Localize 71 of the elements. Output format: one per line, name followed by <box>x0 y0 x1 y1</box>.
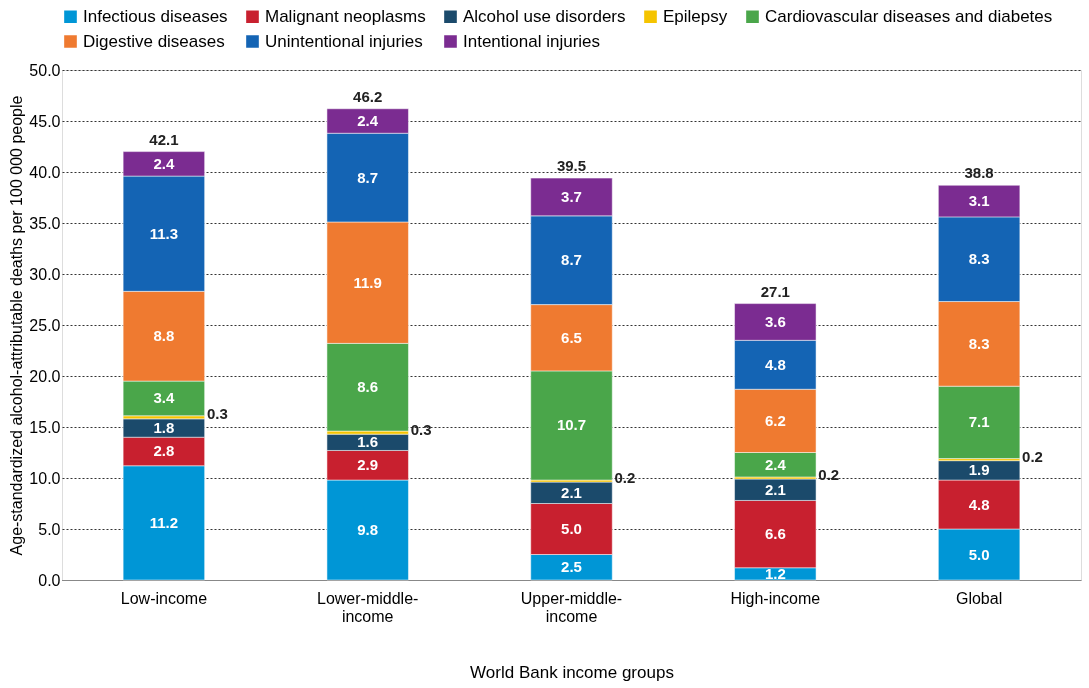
data-label: 2.8 <box>153 442 175 460</box>
data-label: 11.2 <box>149 513 179 531</box>
y-tick-label: 0.0 <box>38 571 61 589</box>
data-label: 6.6 <box>764 525 786 543</box>
data-label: 8.6 <box>357 378 379 396</box>
y-tick-label: 25.0 <box>29 316 61 334</box>
x-tick-label: High-income <box>730 589 821 607</box>
legend-label: Alcohol use disorders <box>463 6 626 26</box>
data-label: 1.9 <box>968 461 990 479</box>
total-label: 38.8 <box>964 164 994 182</box>
x-tick-label: Low-income <box>120 589 208 607</box>
total-label: 27.1 <box>760 282 790 300</box>
total-label: 39.5 <box>556 157 587 175</box>
data-label: 11.3 <box>149 224 179 242</box>
legend-label: Digestive diseases <box>83 31 225 51</box>
data-label: 2.9 <box>357 456 379 474</box>
y-tick-label: 10.0 <box>29 469 61 487</box>
x-tick-label: Global <box>955 589 1003 607</box>
data-label: 0.3 <box>206 405 228 423</box>
data-label: 2.5 <box>561 558 582 576</box>
data-label: 1.6 <box>357 433 379 451</box>
total-label: 42.1 <box>149 130 179 148</box>
data-label: 0.2 <box>614 469 636 487</box>
data-label: 4.8 <box>764 355 786 373</box>
data-label: 6.5 <box>561 328 582 346</box>
legend-label: Epilepsy <box>663 6 728 26</box>
data-label: 2.4 <box>357 112 379 129</box>
data-label: 1.8 <box>153 419 175 437</box>
data-label: 8.7 <box>357 168 379 186</box>
total-label: 46.2 <box>353 87 383 105</box>
data-label: 1.2 <box>764 564 786 582</box>
data-label: 8.8 <box>153 327 175 345</box>
data-label: 2.1 <box>764 480 786 498</box>
data-label: 0.3 <box>410 420 432 438</box>
data-label: 10.7 <box>556 416 587 434</box>
x-tick-label: Lower-middle-income <box>317 589 419 625</box>
y-tick-label: 20.0 <box>29 367 61 385</box>
data-label: 0.2 <box>818 466 840 483</box>
y-tick-label: 45.0 <box>29 112 61 130</box>
data-label: 3.4 <box>153 389 175 407</box>
data-label: 3.1 <box>968 192 990 210</box>
data-label: 8.3 <box>968 250 990 268</box>
data-label: 7.1 <box>968 413 990 431</box>
data-label: 2.4 <box>764 455 787 473</box>
y-tick-label: 40.0 <box>29 163 61 181</box>
y-axis-title: Age-standardized alcohol-attributable deaths per 100 000 people <box>8 95 26 556</box>
legend-label: Cardiovascular diseases and diabetes <box>765 6 1053 26</box>
legend-label: Infectious diseases <box>83 6 228 26</box>
data-label: 5.0 <box>968 545 990 563</box>
y-tick-label: 15.0 <box>29 418 61 436</box>
legend-label: Malignant neoplasms <box>265 6 426 26</box>
data-label: 3.6 <box>764 312 786 330</box>
data-label: 8.3 <box>968 334 990 352</box>
data-label: 8.7 <box>561 251 582 269</box>
data-label: 9.8 <box>357 521 379 539</box>
y-tick-label: 30.0 <box>29 265 61 283</box>
data-label: 0.2 <box>1022 447 1043 465</box>
data-label: 3.7 <box>561 187 582 205</box>
y-tick-label: 5.0 <box>38 520 61 538</box>
data-label: 5.0 <box>561 520 582 537</box>
data-label: 2.1 <box>561 483 582 501</box>
legend-label: Unintentional injuries <box>265 31 423 51</box>
y-tick-label: 50.0 <box>29 61 61 79</box>
legend-label: Intentional injuries <box>463 31 601 51</box>
x-axis-title: World Bank income groups <box>470 662 674 682</box>
data-label: 4.8 <box>968 495 990 513</box>
x-tick-label: Upper-middle-income <box>520 589 623 625</box>
data-label: 6.2 <box>764 411 786 429</box>
data-label: 11.9 <box>353 273 382 291</box>
data-label: 2.4 <box>153 154 175 172</box>
y-tick-label: 35.0 <box>29 214 61 232</box>
